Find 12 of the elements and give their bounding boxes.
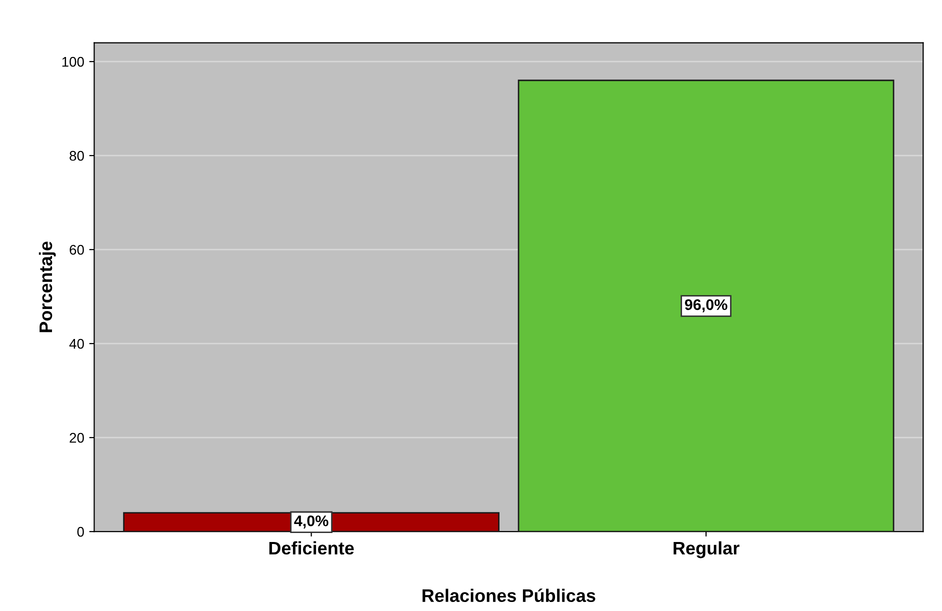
x-tick-label: Regular [674,541,740,558]
data-label: 96,0% [684,299,728,312]
data-label: 4,0% [294,515,328,528]
y-tick-label: 20 [70,432,84,443]
x-axis-title: Relaciones Públicas [422,588,596,602]
y-tick-label: 40 [69,338,84,349]
x-tick-label: Deficiente [269,541,354,555]
y-tick-label: 100 [62,56,84,67]
y-tick-label: 80 [70,150,84,161]
y-tick-label: 60 [70,244,84,255]
y-tick-label: 0 [77,526,84,537]
y-axis-title: Porcentaje [38,242,56,332]
